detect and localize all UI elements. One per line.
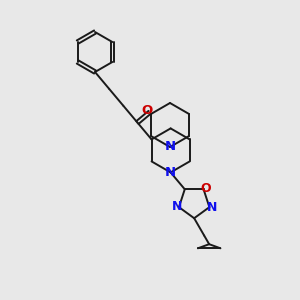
Text: O: O — [200, 182, 211, 195]
Text: O: O — [141, 104, 152, 117]
Text: N: N — [172, 200, 182, 213]
Text: N: N — [164, 140, 175, 154]
Text: N: N — [165, 166, 176, 179]
Text: N: N — [207, 201, 218, 214]
